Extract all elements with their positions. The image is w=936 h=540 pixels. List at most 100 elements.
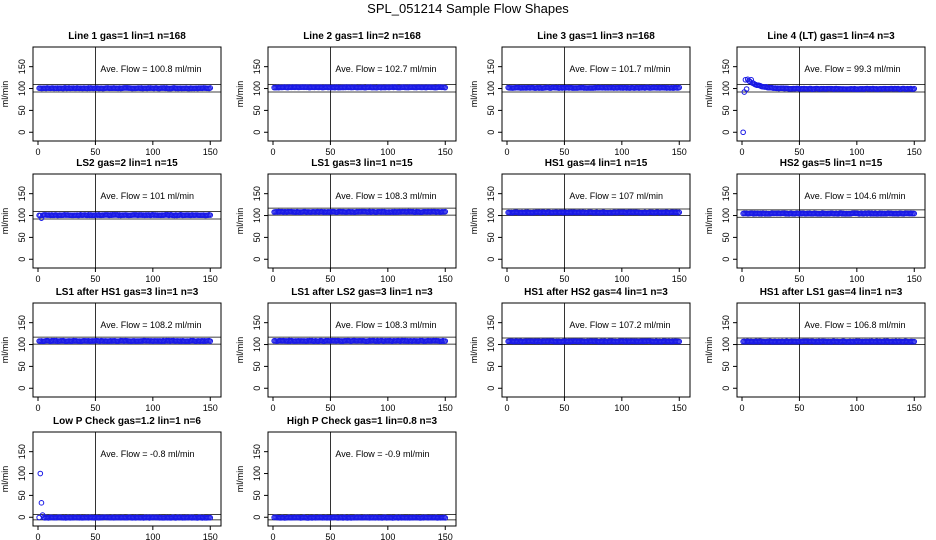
average-flow-annotation: Ave. Flow = 100.8 ml/min: [100, 64, 201, 74]
y-tick-label: 0: [486, 257, 496, 262]
x-tick-label: 0: [270, 147, 275, 157]
y-tick-label: 150: [17, 186, 27, 201]
chart-title: LS2 gas=2 lin=1 n=15: [76, 158, 178, 169]
chart-title: LS1 gas=3 lin=1 n=15: [311, 158, 413, 169]
y-tick-label: 150: [721, 186, 731, 201]
y-tick-label: 50: [252, 490, 262, 500]
chart-title: Low P Check gas=1.2 lin=1 n=6: [53, 416, 201, 427]
y-tick-label: 100: [252, 466, 262, 481]
x-tick-label: 100: [380, 274, 395, 284]
y-axis-label: ml/min: [704, 208, 714, 235]
plot-frame: [501, 302, 691, 398]
data-point: [37, 470, 44, 477]
chart-title: High P Check gas=1 lin=0.8 n=3: [287, 416, 438, 427]
chart-panel-13: Low P Check gas=1.2 lin=1 n=6 0 50 100 150 0 5…: [0, 416, 222, 540]
y-tick-label: 50: [17, 232, 27, 242]
chart-title: Line 4 (LT) gas=1 lin=4 n=3: [767, 31, 895, 42]
plot-frame: [267, 431, 457, 527]
data-point: [38, 500, 45, 506]
x-tick-label: 0: [739, 274, 744, 284]
x-tick-label: 0: [504, 274, 509, 284]
x-tick-label: 150: [907, 147, 922, 157]
x-tick-label: 0: [35, 274, 40, 284]
y-tick-label: 0: [721, 257, 731, 262]
y-tick-label: 100: [721, 208, 731, 223]
plot-frame: [736, 46, 926, 142]
y-axis-label: ml/min: [704, 337, 714, 364]
y-tick-label: 50: [17, 361, 27, 371]
y-tick-label: 150: [17, 315, 27, 330]
data-point: [442, 515, 449, 521]
average-flow-annotation: Ave. Flow = 108.2 ml/min: [100, 320, 201, 330]
y-axis-label: ml/min: [235, 466, 245, 493]
y-tick-label: 100: [17, 337, 27, 352]
x-tick-label: 150: [203, 403, 218, 413]
chart-title: Line 3 gas=1 lin=3 n=168: [537, 31, 655, 42]
x-tick-label: 0: [739, 147, 744, 157]
y-tick-label: 100: [721, 337, 731, 352]
x-tick-label: 100: [614, 403, 629, 413]
average-flow-annotation: Ave. Flow = 106.8 ml/min: [804, 320, 905, 330]
page-title: SPL_051214 Sample Flow Shapes: [367, 1, 569, 16]
y-axis-label: ml/min: [0, 81, 10, 108]
y-tick-label: 100: [252, 81, 262, 96]
x-tick-label: 50: [559, 403, 569, 413]
chart-title: LS1 after LS2 gas=3 lin=1 n=3: [291, 287, 433, 298]
x-tick-label: 50: [794, 403, 804, 413]
data-point: [911, 210, 918, 217]
chart-panel-4: Line 4 (LT) gas=1 lin=4 n=3 0 50 100 150 0 50 1…: [704, 31, 926, 157]
data-point: [207, 514, 214, 521]
chart-panel-9: LS1 after HS1 gas=3 lin=1 n=3 0 50 100 150 0 5…: [0, 287, 222, 413]
x-tick-label: 150: [907, 274, 922, 284]
y-tick-label: 50: [721, 105, 731, 115]
average-flow-annotation: Ave. Flow = 108.3 ml/min: [335, 191, 436, 201]
y-tick-label: 100: [252, 337, 262, 352]
average-flow-annotation: Ave. Flow = -0.8 ml/min: [100, 449, 194, 459]
data-point: [743, 86, 750, 92]
y-tick-label: 50: [721, 232, 731, 242]
chart-panel-14: High P Check gas=1 lin=0.8 n=3 0 50 100 150 0…: [235, 416, 457, 540]
chart-title: HS2 gas=5 lin=1 n=15: [780, 158, 883, 169]
y-tick-label: 100: [486, 208, 496, 223]
x-tick-label: 100: [380, 147, 395, 157]
y-axis-label: ml/min: [0, 337, 10, 364]
chart-panel-8: HS2 gas=5 lin=1 n=15 0 50 100 150 0 50 100 150 ml…: [704, 158, 926, 284]
chart-title: HS1 gas=4 lin=1 n=15: [545, 158, 648, 169]
x-tick-label: 150: [203, 274, 218, 284]
y-tick-label: 0: [721, 386, 731, 391]
x-tick-label: 0: [739, 403, 744, 413]
x-tick-label: 100: [145, 532, 160, 540]
chart-title: Line 2 gas=1 lin=2 n=168: [303, 31, 421, 42]
y-tick-label: 50: [252, 232, 262, 242]
y-tick-label: 100: [486, 337, 496, 352]
y-tick-label: 50: [486, 232, 496, 242]
data-point: [911, 85, 918, 92]
plot-frame: [32, 173, 222, 269]
x-tick-label: 100: [614, 274, 629, 284]
plot-frame: [267, 173, 457, 269]
chart-title: Line 1 gas=1 lin=1 n=168: [68, 31, 186, 42]
data-point: [740, 129, 746, 136]
x-tick-label: 150: [438, 532, 453, 540]
y-tick-label: 100: [17, 466, 27, 481]
x-tick-label: 0: [270, 403, 275, 413]
y-tick-label: 0: [252, 515, 262, 520]
x-tick-label: 50: [325, 403, 335, 413]
plot-frame: [32, 46, 222, 142]
average-flow-annotation: Ave. Flow = 99.3 ml/min: [804, 64, 900, 74]
x-tick-label: 0: [270, 274, 275, 284]
x-tick-label: 100: [614, 147, 629, 157]
y-tick-label: 150: [486, 186, 496, 201]
chart-panel-1: Line 1 gas=1 lin=1 n=168 0 50 100 150 0 50 100 1…: [0, 31, 222, 157]
x-tick-label: 0: [270, 532, 275, 540]
y-tick-label: 0: [252, 386, 262, 391]
x-tick-label: 100: [380, 532, 395, 540]
plot-frame: [736, 173, 926, 269]
y-tick-label: 50: [721, 361, 731, 371]
plot-frame: [501, 46, 691, 142]
y-tick-label: 0: [721, 130, 731, 135]
chart-title: HS1 after LS1 gas=4 lin=1 n=3: [760, 287, 903, 298]
data-point: [207, 338, 214, 344]
y-tick-label: 100: [252, 208, 262, 223]
